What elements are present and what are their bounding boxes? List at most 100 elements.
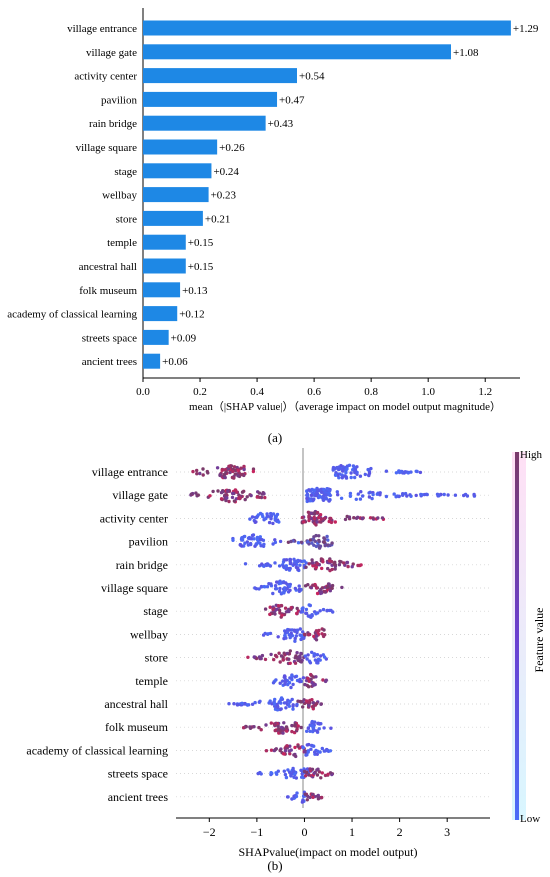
shap-point	[282, 769, 286, 773]
shap-point	[348, 491, 353, 496]
shap-point	[288, 584, 292, 588]
shap-point	[295, 727, 299, 731]
shap-point	[310, 614, 314, 618]
shap-point	[308, 769, 313, 773]
shap-point	[306, 614, 310, 618]
shap-point	[246, 655, 250, 659]
shap-point	[309, 672, 313, 677]
shap-point	[285, 586, 289, 591]
shap-point	[353, 475, 357, 480]
shap-point	[308, 729, 312, 733]
shap-point	[311, 701, 316, 705]
shap-point	[277, 589, 282, 594]
shap-point	[322, 487, 326, 492]
shap-point	[293, 629, 297, 633]
shap-point	[283, 558, 287, 562]
shap-point	[299, 634, 304, 638]
category-label: activity center	[74, 71, 137, 83]
category-label: temple	[107, 237, 137, 249]
shap-point	[403, 470, 407, 474]
shap-point	[278, 699, 282, 704]
shap-point	[294, 634, 298, 638]
shap-point	[284, 725, 289, 729]
shap-point	[317, 727, 321, 731]
shap-point	[267, 701, 271, 705]
shap-point	[272, 702, 277, 706]
x-tick-label: −2	[203, 825, 216, 839]
shap-point	[317, 494, 322, 498]
value-label: +0.13	[182, 285, 208, 297]
shap-point	[312, 634, 316, 639]
shap-point	[300, 775, 304, 779]
shap-point	[261, 514, 265, 519]
value-label: +1.08	[453, 47, 479, 59]
shap-point	[288, 699, 292, 704]
shap-point	[305, 753, 309, 757]
shap-point	[313, 720, 317, 724]
shap-point	[287, 609, 291, 614]
shap-point	[259, 544, 263, 548]
shap-point	[235, 490, 239, 494]
shap-point	[293, 661, 298, 665]
shap-point	[286, 768, 290, 772]
value-label: +0.09	[171, 332, 197, 344]
shap-point	[275, 580, 279, 584]
shap-point	[314, 586, 319, 590]
shap-point	[273, 653, 278, 658]
shap-point	[316, 488, 320, 493]
shap-point	[312, 771, 316, 775]
shap-point	[348, 494, 353, 498]
shap-point	[283, 633, 287, 638]
shap-point	[371, 516, 375, 520]
shap-point	[323, 679, 328, 684]
bar-13	[143, 329, 169, 345]
shap-point	[305, 493, 309, 497]
shap-point	[308, 661, 313, 665]
shap-point	[281, 658, 285, 662]
shap-point	[245, 703, 250, 707]
shap-point	[273, 584, 278, 588]
shap-point	[310, 650, 314, 654]
shap-point	[317, 546, 322, 550]
bar-7	[143, 187, 209, 203]
shap-point	[336, 493, 340, 497]
shap-point	[310, 493, 314, 497]
shap-point	[263, 657, 268, 662]
shap-point	[288, 744, 292, 748]
shap-point	[347, 515, 352, 519]
shap-point	[401, 493, 405, 497]
shap-point	[280, 613, 284, 617]
value-label: +0.21	[205, 213, 230, 225]
shap-point	[319, 776, 323, 780]
feature-label: folk museum	[105, 720, 169, 734]
shap-point	[315, 520, 319, 524]
shap-point	[313, 682, 317, 687]
shap-point	[253, 700, 257, 705]
shap-point	[231, 538, 235, 542]
bar-10	[143, 258, 186, 274]
shap-point	[301, 705, 305, 709]
shap-point	[271, 512, 276, 516]
shap-point	[320, 632, 324, 636]
shap-point	[271, 607, 275, 612]
feature-label: temple	[135, 674, 168, 688]
shap-point	[276, 724, 280, 728]
shap-point	[282, 591, 286, 595]
shap-point	[321, 678, 325, 682]
shap-point	[283, 680, 288, 684]
x-tick-label: 1.0	[421, 386, 435, 398]
shap-point	[236, 474, 240, 478]
x-tick-label: 0.6	[307, 386, 321, 398]
shap-point	[227, 464, 231, 468]
feature-label: academy of classical learning	[26, 743, 168, 757]
shap-point	[279, 696, 284, 700]
shap-point	[306, 750, 310, 754]
shap-point	[291, 770, 295, 774]
shap-point	[277, 564, 282, 568]
shap-point	[322, 540, 326, 544]
shap-point	[321, 653, 325, 657]
shap-point	[337, 563, 342, 567]
shap-point	[297, 584, 301, 588]
shap-point	[307, 514, 311, 518]
feature-label: activity center	[100, 511, 168, 525]
